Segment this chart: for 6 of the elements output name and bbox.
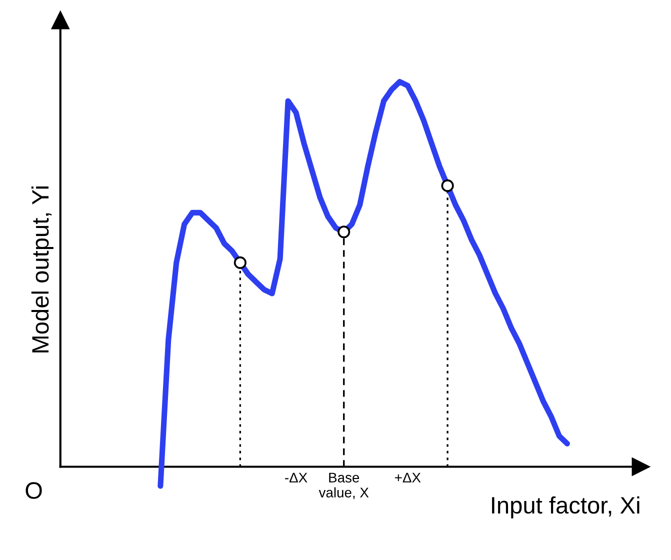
x-tick-label: Base value, X <box>318 472 369 500</box>
text: O <box>26 482 42 499</box>
x-tick-label: +ΔX <box>395 472 421 482</box>
x-axis-title: Input factor, Xi <box>492 496 640 518</box>
y-axis-title: Model output, Yi <box>31 186 54 352</box>
x-tick-label: -ΔX <box>285 472 308 482</box>
